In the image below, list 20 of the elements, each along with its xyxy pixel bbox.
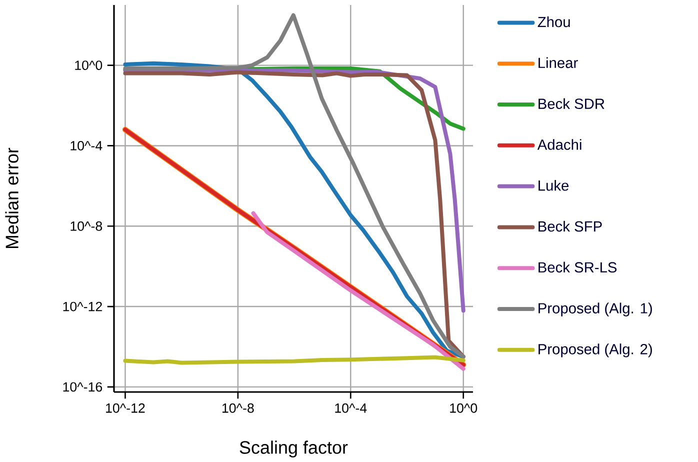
y-tick-label: 10^-12 — [63, 302, 102, 312]
legend-label: Luke — [538, 180, 569, 191]
y-tick-label: 10^-16 — [63, 382, 102, 392]
x-tick-label: 10^0 — [450, 403, 478, 413]
x-axis-title: Scaling factor — [240, 440, 348, 458]
legend-label: Beck SDR — [538, 98, 604, 110]
legend-label: Adachi — [537, 139, 582, 150]
legend-label: Linear — [538, 57, 578, 68]
x-tick-label: 10^-4 — [335, 403, 367, 413]
y-tick-label: 10^0 — [75, 60, 102, 70]
y-tick-label: 10^-8 — [70, 221, 102, 231]
legend-label: Proposed (Alg. 2) — [538, 344, 652, 358]
y-tick-label: 10^-4 — [70, 141, 102, 150]
x-tick-label: 10^-8 — [222, 403, 254, 413]
legend-label: Beck SFP — [538, 220, 602, 232]
legend-label: Beck SR-LS — [538, 262, 617, 273]
legend-label: Zhou — [538, 16, 570, 28]
legend-label: Proposed (Alg. 1) — [538, 302, 652, 316]
y-axis-title: Median error — [5, 148, 18, 248]
x-tick-label: 10^-12 — [106, 403, 145, 413]
